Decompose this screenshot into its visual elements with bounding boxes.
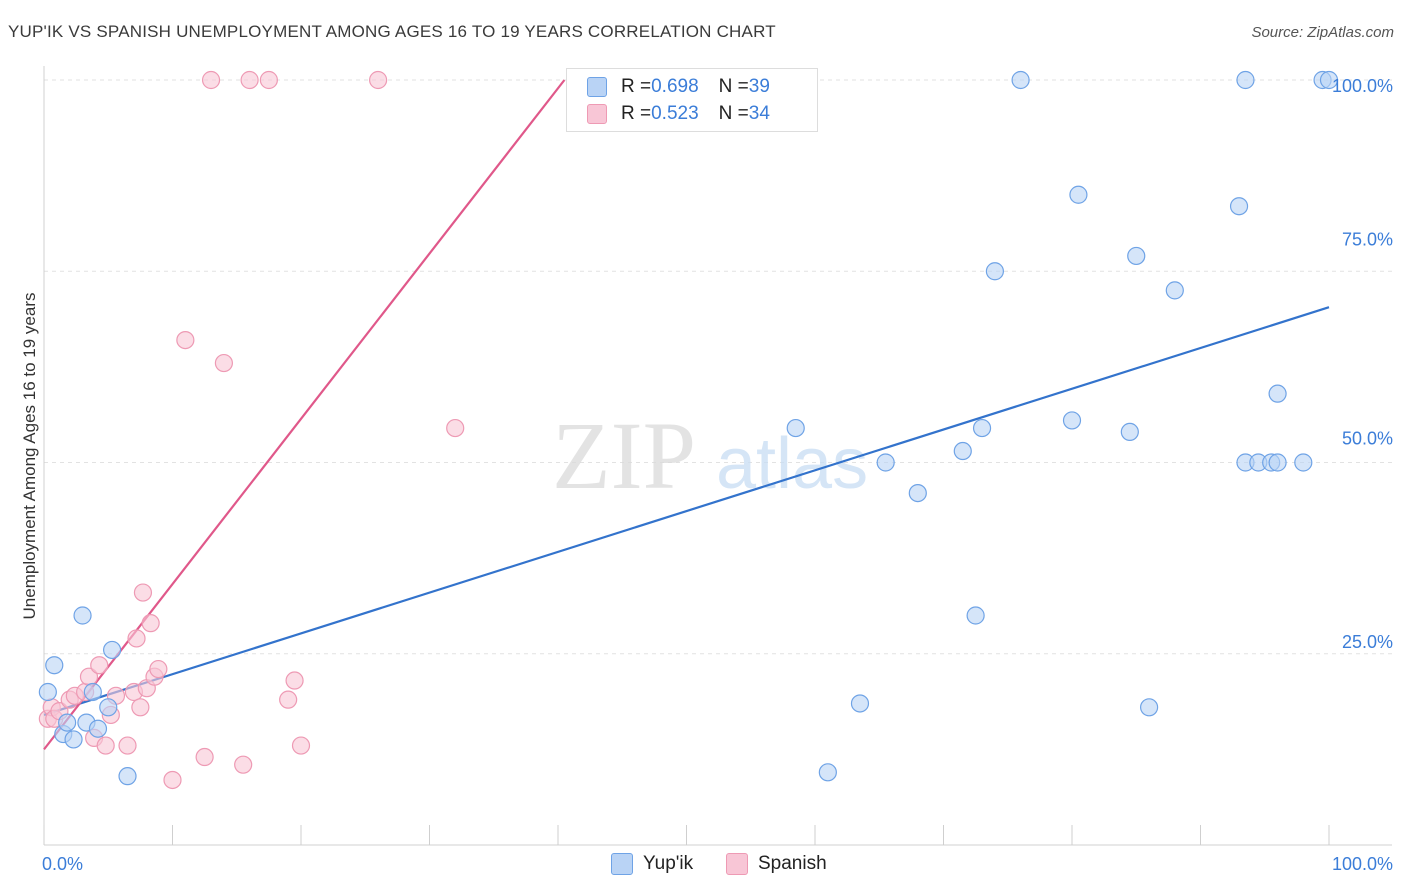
point-yupik bbox=[118, 767, 137, 786]
x-tick-label-max: 100.0% bbox=[1332, 854, 1393, 874]
point-spanish bbox=[259, 70, 278, 90]
point-yupik bbox=[58, 713, 77, 732]
trend-line-yupik bbox=[43, 306, 1330, 716]
point-spanish bbox=[446, 418, 465, 438]
tick-labels: 25.0% 50.0% 75.0% 100.0% 0.0% 100.0% bbox=[42, 76, 1393, 874]
legend-n-label: N = bbox=[718, 103, 749, 124]
watermark-atlas: atlas bbox=[716, 424, 868, 504]
legend-r-label: R = bbox=[621, 76, 652, 97]
chart-title: YUP'IK VS SPANISH UNEMPLOYMENT AMONG AGE… bbox=[8, 22, 776, 41]
legend-r-value-spanish: 0.523 bbox=[651, 103, 699, 124]
series-swatch-yupik bbox=[611, 853, 633, 875]
data-points bbox=[38, 70, 1339, 790]
point-yupik bbox=[818, 763, 837, 782]
y-tick-label: 50.0% bbox=[1342, 429, 1393, 449]
x-tick-label-min: 0.0% bbox=[42, 854, 83, 874]
point-yupik bbox=[876, 453, 895, 472]
point-yupik bbox=[103, 640, 122, 660]
point-yupik bbox=[908, 484, 927, 503]
point-spanish bbox=[369, 70, 388, 90]
point-yupik bbox=[1139, 698, 1159, 717]
point-spanish bbox=[279, 690, 298, 709]
point-spanish bbox=[234, 755, 253, 774]
point-yupik bbox=[38, 682, 57, 702]
series-swatch-spanish bbox=[726, 853, 748, 875]
point-spanish bbox=[163, 770, 182, 790]
point-yupik bbox=[985, 262, 1005, 281]
y-tick-label: 100.0% bbox=[1332, 76, 1393, 96]
legend-swatch-yupik bbox=[587, 77, 607, 97]
point-yupik bbox=[1069, 185, 1088, 204]
point-spanish bbox=[240, 70, 259, 90]
point-yupik bbox=[1062, 411, 1082, 430]
legend-r-label: R = bbox=[621, 103, 652, 124]
point-yupik bbox=[1319, 70, 1339, 90]
point-spanish bbox=[149, 659, 168, 679]
legend-swatch-spanish bbox=[587, 104, 607, 124]
point-spanish bbox=[285, 671, 304, 690]
point-yupik bbox=[1236, 70, 1255, 90]
watermark-zip: ZIP bbox=[552, 402, 696, 509]
point-yupik bbox=[966, 606, 985, 625]
point-yupik bbox=[850, 694, 870, 713]
point-spanish bbox=[214, 353, 233, 373]
point-yupik bbox=[99, 698, 118, 717]
series-name-spanish: Spanish bbox=[758, 853, 827, 874]
point-spanish bbox=[195, 747, 214, 767]
point-spanish bbox=[141, 614, 160, 633]
point-yupik bbox=[1229, 197, 1249, 216]
point-yupik bbox=[1011, 70, 1030, 90]
point-yupik bbox=[1294, 453, 1313, 472]
point-yupik bbox=[953, 441, 972, 461]
point-spanish bbox=[96, 736, 115, 755]
legend-row-yupik: R = 0.698 N = 39 bbox=[587, 75, 770, 99]
y-tick-label: 75.0% bbox=[1342, 229, 1393, 249]
point-spanish bbox=[201, 70, 221, 90]
gridlines bbox=[44, 79, 1392, 655]
point-yupik bbox=[73, 606, 92, 625]
legend-n-label: N = bbox=[718, 76, 749, 97]
point-yupik bbox=[1120, 422, 1139, 441]
trend-line-spanish bbox=[43, 79, 566, 751]
y-tick-label: 25.0% bbox=[1342, 632, 1393, 652]
watermark: ZIP atlas bbox=[552, 402, 868, 509]
point-yupik bbox=[786, 418, 805, 438]
point-spanish bbox=[90, 656, 109, 675]
series-name-yupik: Yup'ik bbox=[643, 853, 694, 874]
point-spanish bbox=[118, 736, 137, 755]
legend-n-value-yupik: 39 bbox=[748, 76, 770, 97]
point-spanish bbox=[133, 583, 153, 602]
point-yupik bbox=[64, 730, 83, 749]
point-spanish bbox=[127, 629, 146, 648]
point-yupik bbox=[972, 418, 992, 438]
point-spanish bbox=[176, 331, 195, 350]
point-yupik bbox=[1127, 246, 1146, 266]
series-legend-yupik: Yup'ik bbox=[611, 851, 693, 877]
stats-legend: R = 0.698 N = 39 R = 0.523 N = 34 bbox=[566, 68, 818, 132]
point-yupik bbox=[88, 719, 108, 738]
legend-r-value-yupik: 0.698 bbox=[651, 76, 699, 97]
series-legend-spanish: Spanish bbox=[726, 851, 827, 877]
point-yupik bbox=[83, 682, 102, 702]
legend-n-value-spanish: 34 bbox=[748, 103, 770, 124]
point-yupik bbox=[45, 656, 64, 675]
point-yupik bbox=[1268, 384, 1287, 403]
point-yupik bbox=[1268, 453, 1287, 472]
point-yupik bbox=[1165, 281, 1184, 300]
point-spanish bbox=[291, 736, 311, 755]
legend-row-spanish: R = 0.523 N = 34 bbox=[587, 102, 770, 126]
point-spanish bbox=[131, 698, 150, 717]
source-label: Source: ZipAtlas.com bbox=[1251, 24, 1394, 41]
